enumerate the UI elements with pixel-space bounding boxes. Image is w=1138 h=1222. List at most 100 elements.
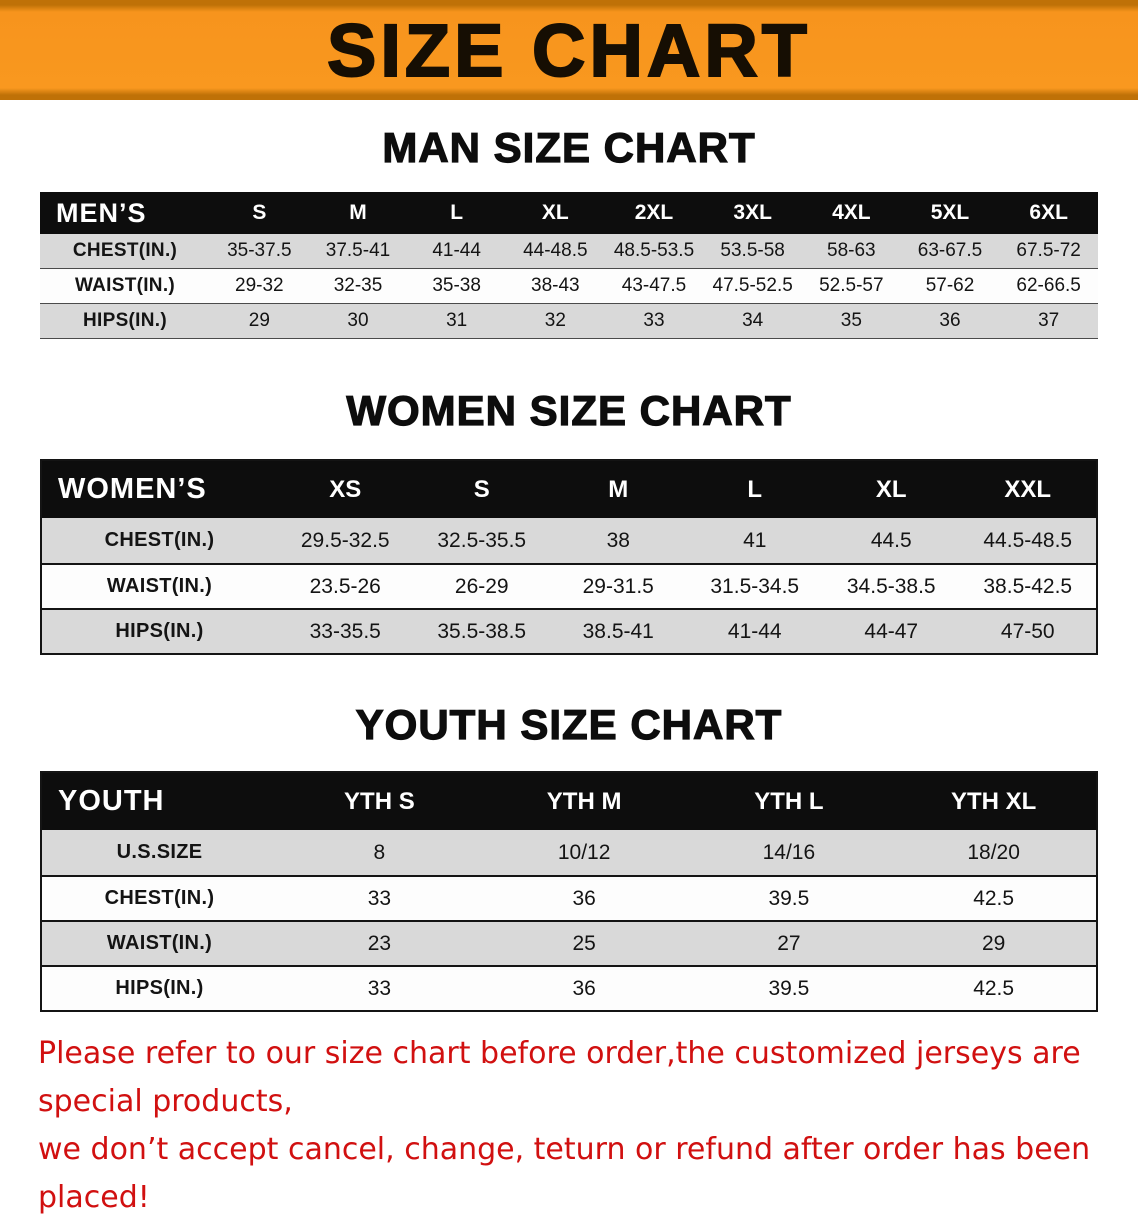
size-value: 25 [572,931,596,955]
size-column-header: L [450,201,464,224]
size-value: 29-31.5 [582,574,654,598]
mens-table-header-row: MEN’S S M L XL 2XL 3XL 4XL 5XL 6XL [40,192,1098,234]
size-value: 39.5 [768,976,810,1000]
size-value: 41-44 [727,619,782,643]
women-section-heading: WOMEN SIZE CHART [346,386,792,434]
size-value: 29.5-32.5 [300,528,390,552]
size-value: 33 [367,976,392,1000]
size-column-header: XXL [1004,475,1052,503]
size-value: 32 [544,310,566,331]
size-value: 34.5-38.5 [846,574,936,598]
womens-table-header-row: WOMEN’S XS S M L XL XXL [42,461,1096,518]
size-value: 41-44 [432,240,481,261]
size-value: 27 [777,931,801,955]
size-value: 30 [347,310,369,331]
size-column-header: YTH L [754,787,824,815]
womens-table-title: WOMEN’S [58,473,207,505]
row-label: U.S.SIZE [116,841,203,863]
size-value: 42.5 [973,886,1015,910]
size-value: 39.5 [768,886,810,910]
size-value: 47-50 [1000,619,1055,643]
size-value: 10/12 [557,840,611,864]
youth-table-title: YOUTH [58,785,165,817]
size-value: 8 [373,840,386,864]
size-column-header: S [473,475,490,503]
size-value: 33 [643,310,665,331]
youth-hips-row: HIPS(IN.) 33 36 39.5 42.5 [42,965,1096,1010]
size-column-header: 3XL [733,201,772,224]
size-column-header: XS [329,475,362,503]
size-column-header: 4XL [832,201,871,224]
size-value: 29 [981,931,1006,955]
page-title: SIZE CHART [326,8,811,93]
size-value: 44-47 [864,619,919,643]
row-label: WAIST(IN.) [106,932,213,954]
order-policy-note: Please refer to our size chart before or… [38,1030,1100,1222]
size-column-header: XL [541,201,569,224]
size-value: 38.5-41 [582,619,654,643]
size-value: 48.5-53.5 [613,240,695,261]
size-value: 37.5-41 [325,240,391,261]
row-label: HIPS(IN.) [83,310,167,331]
size-value: 36 [572,976,596,1000]
youth-table-header-row: YOUTH YTH S YTH M YTH L YTH XL [42,773,1096,830]
man-section-heading: MAN SIZE CHART [382,123,756,171]
size-value: 14/16 [762,840,816,864]
womens-size-table: WOMEN’S XS S M L XL XXL CHEST(IN.) 29.5-… [40,459,1098,655]
size-value: 62-66.5 [1016,275,1081,296]
size-value: 32.5-35.5 [437,528,527,552]
row-label: CHEST(IN.) [104,887,215,909]
size-value: 43-47.5 [621,275,687,296]
order-policy-line-2: we don’t accept cancel, change, teturn o… [38,1132,1091,1215]
mens-hips-row: HIPS(IN.) 29 30 31 32 33 34 35 36 37 [40,304,1098,339]
mens-waist-row: WAIST(IN.) 29-32 32-35 35-38 38-43 43-47… [40,269,1098,304]
youth-waist-row: WAIST(IN.) 23 25 27 29 [42,920,1096,965]
womens-waist-row: WAIST(IN.) 23.5-26 26-29 29-31.5 31.5-34… [42,563,1096,608]
size-value: 35 [840,310,862,331]
size-value: 58-63 [827,240,876,261]
size-column-header: YTH M [546,787,622,815]
womens-chest-row: CHEST(IN.) 29.5-32.5 32.5-35.5 38 41 44.… [42,518,1096,563]
size-value: 67.5-72 [1016,240,1081,261]
size-column-header: M [608,475,629,503]
size-value: 47.5-52.5 [712,275,793,296]
size-column-header: L [747,475,763,503]
row-label: HIPS(IN.) [115,620,204,642]
row-label: CHEST(IN.) [104,529,215,551]
size-column-header: S [252,201,267,224]
banner: SIZE CHART [0,0,1138,100]
size-value: 35-38 [432,275,481,296]
mens-size-table: MEN’S S M L XL 2XL 3XL 4XL 5XL 6XL CHEST… [40,192,1098,339]
size-value: 37 [1038,310,1060,331]
size-value: 29-32 [235,275,284,296]
mens-chest-row: CHEST(IN.) 35-37.5 37.5-41 41-44 44-48.5… [40,234,1098,269]
size-value: 34 [742,310,764,331]
row-label: WAIST(IN.) [106,575,213,597]
size-value: 44.5-48.5 [983,528,1073,552]
size-value: 26-29 [454,574,509,598]
order-policy-line-1: Please refer to our size chart before or… [38,1036,1081,1119]
womens-hips-row: HIPS(IN.) 33-35.5 35.5-38.5 38.5-41 41-4… [42,608,1096,653]
size-value: 63-67.5 [917,240,983,261]
youth-size-table: YOUTH YTH S YTH M YTH L YTH XL U.S.SIZE … [40,771,1098,1012]
size-column-header: 6XL [1029,201,1068,224]
size-value: 23.5-26 [309,574,381,598]
row-label: WAIST(IN.) [74,275,176,296]
size-column-header: 5XL [930,201,970,224]
size-column-header: XL [875,475,907,503]
size-value: 23 [367,931,392,955]
size-value: 35.5-38.5 [437,619,527,643]
size-value: 33 [367,886,392,910]
size-value: 41 [743,528,767,552]
mens-table-title: MEN’S [56,197,147,228]
size-value: 44.5 [870,528,912,552]
size-value: 33-35.5 [309,619,381,643]
size-value: 36 [572,886,596,910]
size-column-header: M [349,201,367,224]
youth-chest-row: CHEST(IN.) 33 36 39.5 42.5 [42,875,1096,920]
size-value: 18/20 [967,840,1020,864]
size-column-header: 2XL [634,201,674,224]
row-label: HIPS(IN.) [115,977,204,999]
size-value: 38-43 [531,275,580,296]
size-column-header: YTH S [344,787,415,815]
